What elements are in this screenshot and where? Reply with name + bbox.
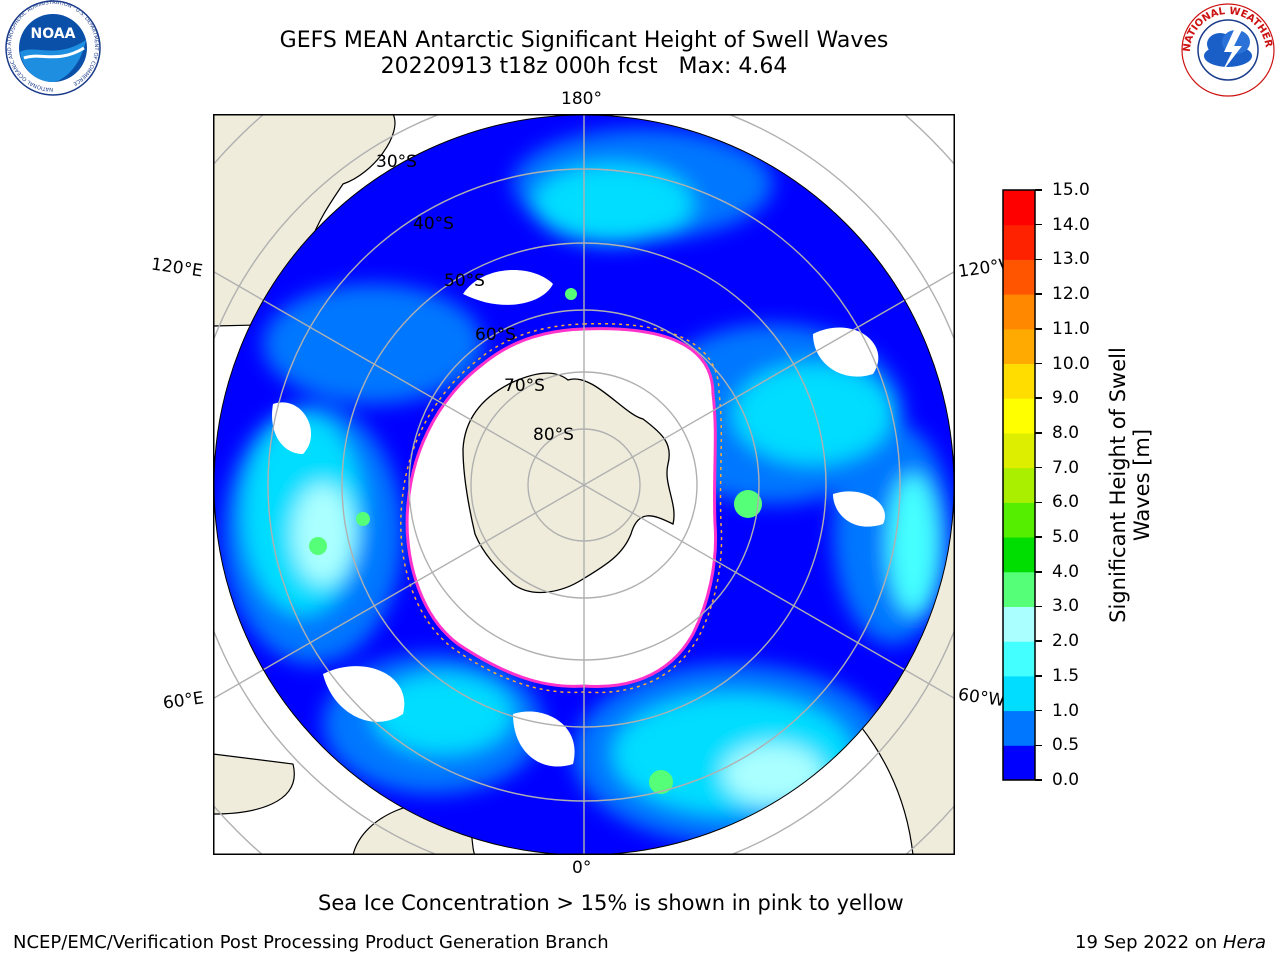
colorbar-segment: [1003, 224, 1035, 260]
colorbar-tick-mark: [1035, 328, 1042, 330]
colorbar-tick-label: 6.0: [1052, 492, 1080, 513]
colorbar-tick-mark: [1035, 709, 1042, 712]
colorbar-segment: [1003, 606, 1035, 642]
graticule: [213, 114, 955, 855]
colorbar-tick-label: 1.0: [1052, 700, 1080, 721]
colorbar-tick-mark: [1035, 432, 1042, 434]
colorbar-tick-label: 5.0: [1052, 527, 1080, 548]
colorbar-tick-label: 8.0: [1052, 422, 1080, 443]
footer-date-text: 19 Sep 2022 on: [1075, 932, 1223, 953]
lat-label-50s: 50°S: [444, 271, 485, 291]
chart-subtitle: 20220913 t18z 000h fcst Max: 4.64: [380, 54, 788, 79]
colorbar-tick-label: 1.5: [1052, 665, 1080, 686]
colorbar: [1002, 189, 1036, 781]
colorbar-tick-label: 7.0: [1052, 457, 1080, 478]
colorbar-tick-mark: [1035, 640, 1042, 642]
colorbar-tick-mark: [1035, 675, 1042, 677]
colorbar-tick-mark: [1035, 223, 1042, 226]
colorbar-tick-mark: [1035, 501, 1042, 504]
noaa-logo-text: NOAA: [31, 26, 76, 42]
colorbar-segment: [1003, 571, 1035, 607]
colorbar-tick-mark: [1035, 779, 1042, 781]
footer-host: Hera: [1222, 932, 1266, 953]
colorbar-tick-mark: [1035, 466, 1042, 469]
colorbar-tick-label: 0.0: [1052, 770, 1080, 790]
colorbar-tick-label: 15.0: [1052, 180, 1090, 200]
lon-label-0: 0°: [572, 858, 592, 878]
colorbar-tick-mark: [1035, 571, 1042, 573]
lat-label-30s: 30°S: [376, 152, 417, 172]
colorbar-tick-mark: [1035, 397, 1042, 399]
lat-label-60s: 60°S: [475, 325, 516, 345]
colorbar-segment: [1003, 328, 1035, 365]
colorbar-tick-label: 3.0: [1052, 596, 1080, 617]
colorbar-tick-mark: [1035, 293, 1042, 295]
antarctica: [462, 372, 675, 594]
map-frame: [213, 114, 955, 855]
lat-label-80s: 80°S: [533, 425, 574, 445]
colorbar-segment: [1003, 710, 1035, 746]
colorbar-title-line2: Waves [m]: [1130, 428, 1154, 542]
colorbar-tick-label: 14.0: [1052, 214, 1090, 235]
sea-ice-note: Sea Ice Concentration > 15% is shown in …: [318, 891, 904, 915]
colorbar-tick-mark: [1035, 258, 1042, 261]
footer-credit: NCEP/EMC/Verification Post Processing Pr…: [13, 932, 609, 953]
colorbar-segment: [1003, 675, 1035, 712]
colorbar-segment: [1003, 190, 1035, 226]
colorbar-frame: [1002, 189, 1036, 781]
colorbar-segment: [1003, 259, 1035, 295]
colorbar-tick-mark: [1035, 605, 1042, 608]
colorbar-tick-mark: [1035, 744, 1042, 747]
lon-label-180: 180°: [561, 89, 602, 109]
lat-label-40s: 40°S: [413, 214, 454, 234]
colorbar-segment: [1003, 641, 1035, 677]
colorbar-tick-label: 2.0: [1052, 631, 1080, 652]
colorbar-tick-label: 4.0: [1052, 561, 1080, 582]
colorbar-segment: [1003, 294, 1035, 330]
noaa-logo: NOAA NATIONAL OCEANIC AND ATMOSPHERIC AD…: [5, 0, 101, 96]
lon-label-60e: 60°E: [161, 688, 206, 714]
colorbar-segment: [1003, 537, 1035, 573]
lon-label-120e: 120°E: [149, 254, 204, 282]
colorbar-title-line1: Significant Height of Swell: [1106, 347, 1130, 623]
lon-label-60w: 60°W: [956, 684, 1007, 712]
colorbar-segment: [1003, 363, 1035, 399]
footer-date: 19 Sep 2022 on Hera: [1075, 932, 1266, 953]
colorbar-segment: [1003, 745, 1035, 781]
colorbar-tick-label: 0.5: [1052, 735, 1080, 756]
lat-label-70s: 70°S: [504, 376, 545, 396]
swell-green-patches: [309, 288, 762, 794]
colorbar-tick-label: 11.0: [1052, 318, 1090, 339]
colorbar-segment: [1003, 502, 1035, 538]
colorbar-segment: [1003, 398, 1035, 434]
colorbar-tick-label: 10.0: [1052, 353, 1090, 374]
colorbar-tick-label: 13.0: [1052, 249, 1090, 270]
colorbar-segment: [1003, 432, 1035, 469]
nws-logo: NATIONAL WEATHER SERVICE: [1176, 0, 1275, 97]
colorbar-tick-mark: [1035, 362, 1042, 365]
chart-title: GEFS MEAN Antarctic Significant Height o…: [279, 28, 889, 53]
polar-map: [213, 114, 955, 855]
colorbar-segment: [1003, 467, 1035, 503]
colorbar-tick-label: 12.0: [1052, 284, 1090, 305]
colorbar-tick-mark: [1035, 536, 1042, 538]
colorbar-tick-mark: [1035, 189, 1042, 191]
colorbar-tick-label: 9.0: [1052, 388, 1080, 409]
